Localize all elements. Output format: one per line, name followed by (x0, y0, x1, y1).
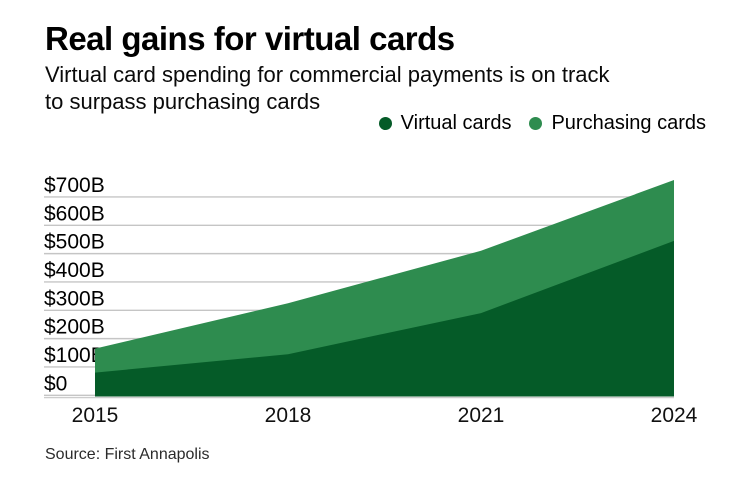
chart-subtitle: Virtual card spending for commercial pay… (45, 61, 610, 115)
chart-area: $0 $100B $200B $300B $400B $500B $600B $700B 201… (0, 160, 740, 432)
x-tick-label: 2021 (458, 404, 505, 427)
y-tick-label: $300B (44, 287, 105, 310)
legend-dot-icon (378, 117, 392, 130)
y-tick-label: $600B (44, 202, 105, 225)
chart-subtitle-line1: Virtual card spending for commercial pay… (45, 62, 610, 87)
y-tick-label: $100B (44, 344, 105, 367)
legend-item-purchasing-cards: Purchasing cards (529, 112, 706, 135)
x-tick-label: 2015 (72, 404, 119, 427)
x-tick-label: 2018 (265, 404, 312, 427)
legend-dot-icon (529, 117, 543, 130)
y-tick-label: $400B (44, 259, 105, 282)
chart-legend: Virtual cards Purchasing cards (378, 112, 706, 135)
legend-label: Purchasing cards (551, 112, 706, 134)
page-title: Real gains for virtual cards (45, 20, 455, 57)
legend-item-virtual-cards: Virtual cards (378, 112, 512, 135)
chart-subtitle-line2: to surpass purchasing cards (45, 89, 321, 114)
source-attribution: Source: First Annapolis (45, 446, 210, 463)
y-tick-label: $700B (44, 174, 105, 197)
y-tick-label: $0 (44, 372, 67, 395)
y-tick-label: $500B (44, 231, 105, 254)
area-virtual-cards (95, 240, 674, 397)
chart-svg: $0 $100B $200B $300B $400B $500B $600B $700B 201… (44, 174, 698, 427)
y-tick-label: $200B (44, 316, 105, 339)
legend-label: Virtual cards (400, 112, 512, 134)
x-tick-label: 2024 (651, 404, 698, 427)
